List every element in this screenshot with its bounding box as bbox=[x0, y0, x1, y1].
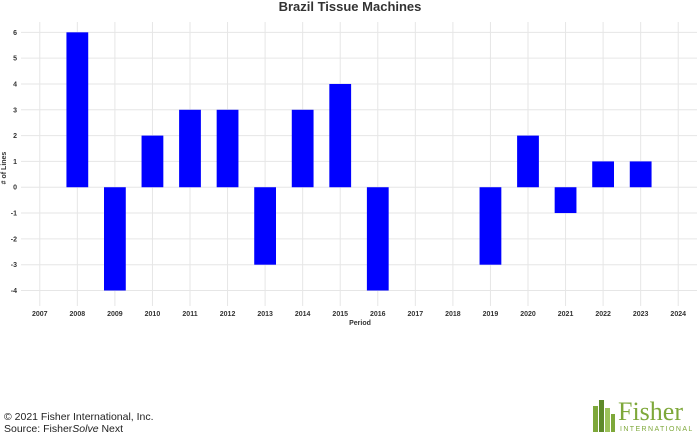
x-tick-label: 2021 bbox=[558, 311, 574, 318]
plot-background bbox=[21, 22, 697, 306]
x-tick-label: 2015 bbox=[332, 311, 348, 318]
x-tick-label: 2017 bbox=[408, 311, 424, 318]
bar-2016 bbox=[366, 187, 389, 291]
bar-2019 bbox=[479, 187, 502, 265]
x-tick-label: 2009 bbox=[107, 311, 123, 318]
x-tick-label: 2013 bbox=[257, 311, 273, 318]
logo-subword: INTERNATIONAL bbox=[620, 426, 694, 433]
y-tick-label: 0 bbox=[13, 185, 17, 192]
x-tick-label: 2010 bbox=[145, 311, 161, 318]
x-axis-label: Period bbox=[349, 320, 371, 327]
source-text: Source: FisherSolve Next bbox=[4, 423, 123, 435]
x-tick-label: 2014 bbox=[295, 311, 311, 318]
logo-word: Fisher bbox=[618, 397, 683, 426]
x-tick-label: 2019 bbox=[483, 311, 499, 318]
logo-mark-icon bbox=[593, 400, 615, 432]
bar-2020 bbox=[517, 135, 539, 188]
source-prefix: Source: Fisher bbox=[4, 423, 73, 435]
source-italic: Solve bbox=[72, 423, 99, 435]
bar-2010 bbox=[141, 135, 164, 188]
bar-2023 bbox=[629, 161, 652, 188]
bar-2009 bbox=[103, 187, 126, 291]
copyright-text: © 2021 Fisher International, Inc. bbox=[4, 411, 154, 423]
x-tick-label: 2008 bbox=[70, 311, 86, 318]
x-tick-label: 2024 bbox=[670, 311, 686, 318]
x-tick-label: 2022 bbox=[595, 311, 611, 318]
bar-2022 bbox=[592, 161, 615, 188]
y-tick-label: -3 bbox=[11, 262, 17, 269]
bar-2011 bbox=[179, 109, 201, 188]
x-tick-label: 2007 bbox=[32, 311, 48, 318]
x-tick-label: 2023 bbox=[633, 311, 649, 318]
y-axis-label: # of Lines bbox=[1, 152, 8, 185]
x-tick-label: 2012 bbox=[220, 311, 236, 318]
source-suffix: Next bbox=[98, 423, 124, 435]
y-tick-label: -2 bbox=[11, 236, 17, 243]
bar-2008 bbox=[66, 32, 89, 188]
bar-2012 bbox=[216, 109, 239, 188]
bar-2015 bbox=[329, 83, 352, 188]
bar-2014 bbox=[291, 109, 314, 188]
y-tick-label: 1 bbox=[13, 159, 17, 166]
chart-title: Brazil Tissue Machines bbox=[279, 0, 422, 14]
y-tick-label: 2 bbox=[13, 133, 17, 140]
y-tick-label: 4 bbox=[13, 81, 17, 88]
y-tick-label: 6 bbox=[13, 30, 17, 37]
x-tick-label: 2016 bbox=[370, 311, 386, 318]
y-tick-label: -1 bbox=[11, 211, 17, 218]
bar-2021 bbox=[554, 187, 577, 214]
bar-2013 bbox=[254, 187, 277, 265]
plot-area: -4 -3 -2 -1 0 1 2 3 4 5 6 2007 2008 2009 2010 2011 2012 2… bbox=[11, 22, 697, 318]
x-tick-label: 2011 bbox=[182, 311, 197, 318]
x-tick-label: 2020 bbox=[520, 311, 536, 318]
y-tick-label: -4 bbox=[11, 288, 17, 295]
fisher-logo: Fisher INTERNATIONAL bbox=[593, 397, 694, 433]
y-tick-label: 3 bbox=[13, 107, 17, 114]
y-tick-label: 5 bbox=[13, 56, 17, 63]
x-tick-label: 2018 bbox=[445, 311, 461, 318]
